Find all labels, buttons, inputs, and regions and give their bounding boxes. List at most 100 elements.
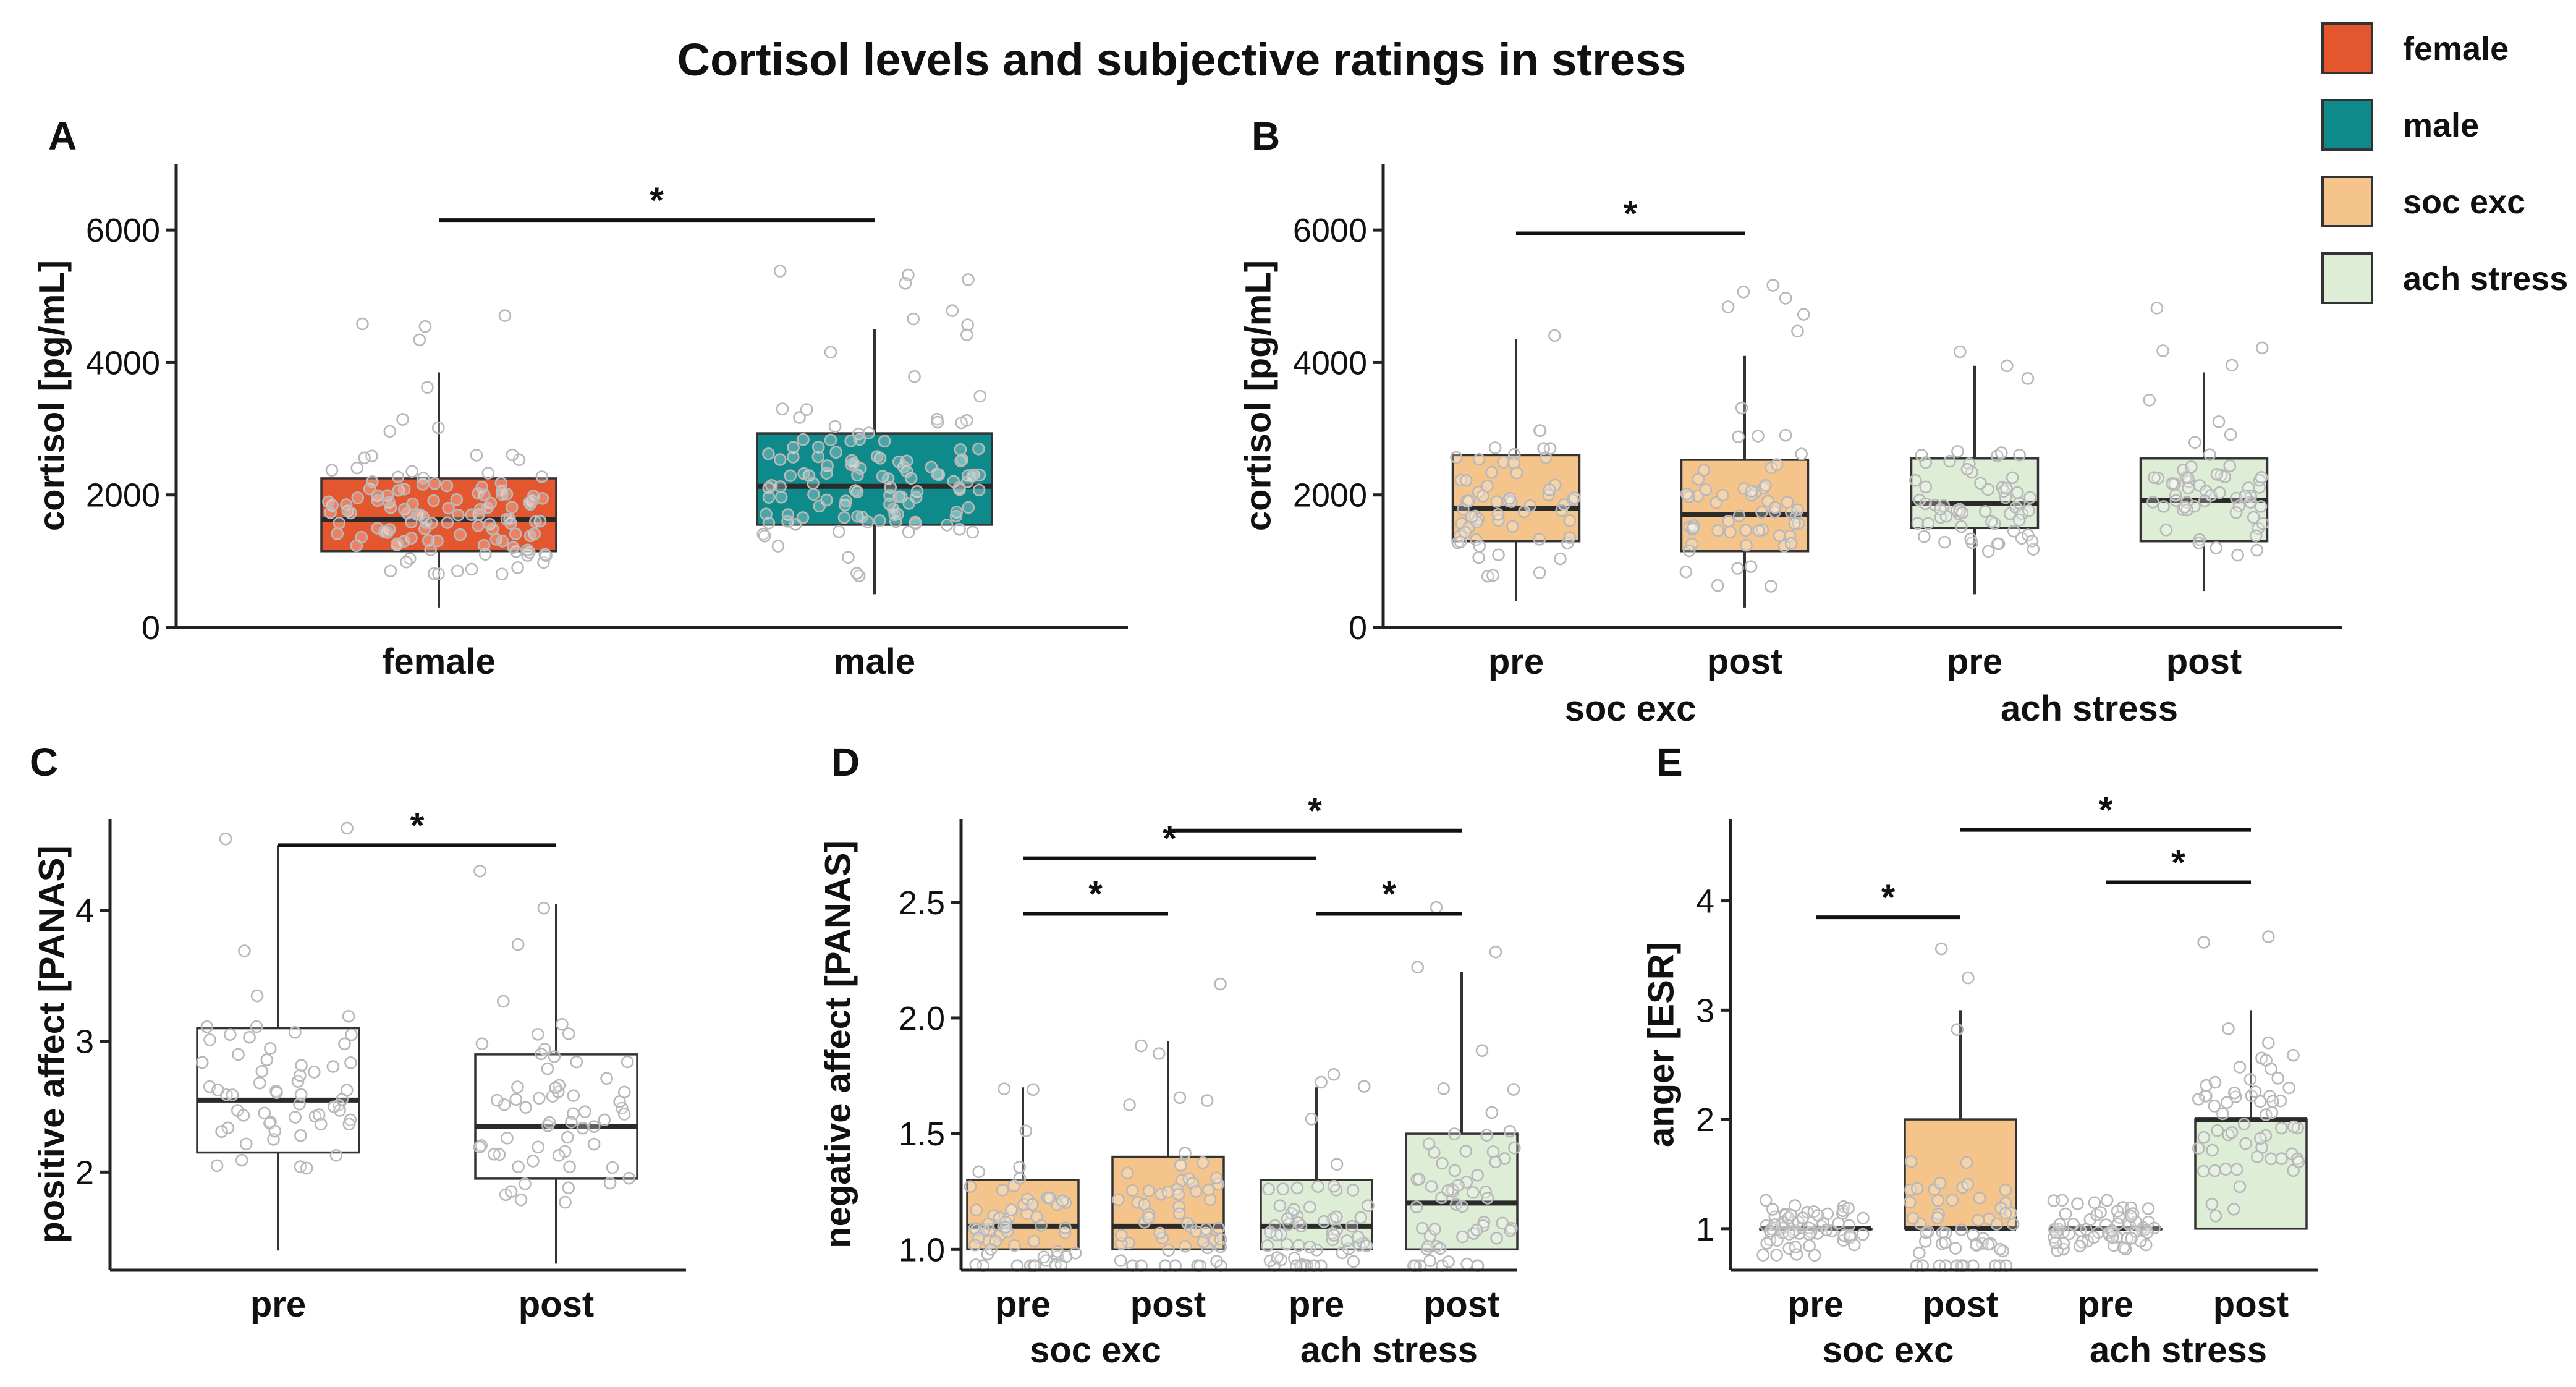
panel-b-box-ach-stress-post-point (2256, 517, 2269, 530)
panel-b-box-ach-stress-pre-point (1953, 345, 1967, 358)
panel-b-box-ach-stress-post-point (2178, 501, 2192, 514)
panel-a-box-male-point (870, 450, 884, 463)
panel-a-box-male-point (760, 507, 773, 520)
panel-a-box-male-point (946, 304, 959, 317)
panel-a-box-male-point (931, 415, 944, 429)
panel-e-box-soc-exc-post-point (1999, 1184, 2012, 1197)
panel-e-box-soc-exc-pre-point (1803, 1228, 1816, 1241)
panel-d-box-ach-stress-pre-point (1347, 1255, 1360, 1268)
panel-d-box-ach-stress-post-point (1475, 1044, 1489, 1057)
panel-c-box-pre-label: pre (250, 1284, 306, 1325)
panel-e-box-soc-exc-pre-point (1763, 1224, 1777, 1238)
panel-d-box-ach-stress-post-point (1460, 1257, 1473, 1271)
panel-a-box-male-point (972, 442, 985, 456)
panel-a-box-male-point (842, 551, 855, 564)
panel-e-box-ach-stress-pre-point (2100, 1194, 2114, 1207)
panel-d-box-ach-stress-pre-point (1311, 1180, 1324, 1194)
panel-b-box-soc-exc-post-point (1739, 524, 1753, 537)
panel-a-box-female-point (397, 483, 411, 496)
panel-b-group-ach-stress: ach stress (2001, 689, 2178, 729)
panel-a-box-male-point (776, 402, 789, 415)
panel-d-box-soc-exc-pre-point (998, 1082, 1011, 1095)
panel-c-box-post-point (613, 1095, 626, 1108)
panel-d-box-soc-exc-post-point (1200, 1223, 1213, 1236)
panel-e-box-ach-stress-post-point (2216, 1107, 2229, 1121)
panel-c-box-pre-point (342, 1118, 356, 1130)
panel-c-box-post-point (535, 1047, 548, 1061)
panel-c-ytick-label: 3 (75, 1024, 94, 1061)
panel-e-box-ach-stress-pre-point (2125, 1232, 2138, 1245)
panel-a-box-male-point (953, 523, 966, 536)
panel-d-box-soc-exc-post-point (1203, 1193, 1217, 1207)
panel-b-box-ach-stress-pre-point (2023, 491, 2036, 504)
panel-e-box-soc-exc-post-point (1999, 1207, 2012, 1220)
panel-b-box-ach-stress-post-point (2146, 495, 2159, 509)
panel-d-box-soc-exc-pre-point (982, 1217, 995, 1231)
panel-b-box-ach-stress-post-point (2198, 494, 2211, 507)
panel-c-box-post-point (562, 1027, 575, 1040)
panel-b-box-soc-exc-post-point (1768, 506, 1781, 519)
panel-d-box-ach-stress-pre-point (1262, 1182, 1275, 1195)
panel-d-box-soc-exc-post-point (1155, 1188, 1167, 1201)
panel-a-box-male-point (954, 443, 967, 456)
panel-d-box-ach-stress-pre-point (1330, 1158, 1344, 1171)
panel-d-box-ach-stress-post-point (1411, 961, 1424, 974)
panel-a-box-female-point (465, 562, 478, 576)
panel-c-box-pre-point (250, 989, 264, 1003)
panel-d-box-soc-exc-post-point (1210, 1255, 1223, 1268)
panel-d-box-soc-exc-pre-point (1013, 1172, 1027, 1185)
panel-d-box-soc-exc-post-point (1138, 1198, 1151, 1211)
panel-b-box-ach-stress-post-point (2225, 358, 2239, 372)
panel-e-box-soc-exc-pre-point (1770, 1249, 1783, 1262)
panel-c-box-post-point (473, 1140, 486, 1154)
panel-a-box-male-point (811, 440, 825, 454)
panel-a-box-male-point (855, 510, 869, 524)
panel-e-box-ach-stress-post-point (2261, 930, 2275, 943)
panel-b-box-soc-exc-post-point (1784, 537, 1798, 550)
panel-a-box-female-point (486, 522, 499, 536)
panel-e-box-soc-exc-post-point (1931, 1194, 1945, 1207)
panel-b-box-soc-exc-pre-point (1533, 566, 1546, 579)
panel-d-box-soc-exc-post-point (1161, 1186, 1175, 1198)
panel-c-box-pre-point (314, 1118, 328, 1131)
panel-b-box-soc-exc-pre-point (1497, 456, 1510, 469)
panel-e-box-soc-exc-pre-point (1811, 1209, 1824, 1222)
panel-c-box-post-point (603, 1176, 617, 1190)
panel-e-box-soc-exc-post-point (1960, 1156, 1973, 1169)
panel-c-box-post-point (576, 1121, 590, 1135)
panel-c-box-post-point (587, 1137, 601, 1151)
panel-e-box-soc-exc-post-point (1939, 1236, 1952, 1249)
panel-e-box-ach-stress-post-point (2222, 1022, 2235, 1035)
panel-d-box-ach-stress-pre-point (1280, 1237, 1294, 1251)
panel-b-box-ach-stress-post-point (2229, 506, 2243, 519)
panel-e-box-soc-exc-post-label: post (1923, 1284, 1998, 1325)
panel-b-box-soc-exc-post-point (1766, 279, 1779, 292)
panel-d-box-ach-stress-post-point (1471, 1168, 1484, 1182)
panel-b-box-soc-exc-pre-point (1477, 490, 1489, 503)
panel-a-box-female-point (442, 501, 455, 515)
panel-e-box-ach-stress-post-point (2225, 1126, 2239, 1139)
panel-d-box-ach-stress-pre-point (1327, 1179, 1341, 1193)
panel-e-box-ach-stress-post-point (2287, 1120, 2300, 1134)
panel-b-box-ach-stress-post-point (2143, 394, 2156, 407)
panel-e-box-ach-stress-post-point (2200, 1090, 2213, 1103)
panel-c-box-pre-point (260, 1053, 274, 1066)
panel-d-box-ach-stress-pre-point (1281, 1212, 1294, 1225)
panel-a-box-female-point (418, 320, 432, 333)
panel-b-box-soc-exc-pre-point (1473, 540, 1486, 553)
panel-b-box-soc-exc-post-point (1791, 503, 1804, 516)
panel-e-box-soc-exc-pre-point (1842, 1202, 1855, 1215)
panel-c-box-pre-point (264, 1041, 277, 1055)
panel-a-box-female-point (366, 475, 379, 488)
panel-e-box-ach-stress-pre-label: pre (2078, 1284, 2133, 1325)
panel-a-box-male-point (837, 511, 851, 524)
panel-a-box-male-point (784, 469, 797, 482)
panel-e-box-soc-exc-pre-point (1808, 1249, 1821, 1262)
panel-e-box-soc-exc-pre-point (1759, 1194, 1773, 1207)
panel-c-box-post-point (543, 1116, 556, 1129)
panel-b-box-ach-stress-post-point (2166, 477, 2179, 490)
panel-e-box-soc-exc-post-point (1973, 1191, 1986, 1205)
panel-a-box-male-point (909, 517, 922, 530)
panel-e-box-ach-stress-pre-point (2087, 1231, 2101, 1244)
